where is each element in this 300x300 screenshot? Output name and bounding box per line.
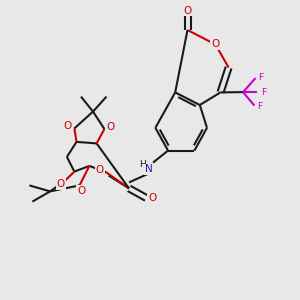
Text: F: F: [257, 102, 262, 111]
Text: F: F: [261, 88, 266, 97]
Text: O: O: [56, 179, 65, 189]
Text: O: O: [148, 193, 157, 203]
Text: O: O: [96, 165, 104, 175]
Text: O: O: [106, 122, 115, 132]
Text: H: H: [139, 160, 146, 169]
Text: O: O: [183, 5, 192, 16]
Text: O: O: [64, 121, 72, 131]
Text: O: O: [211, 39, 220, 50]
Text: N: N: [145, 164, 153, 175]
Text: F: F: [258, 73, 263, 82]
Text: O: O: [77, 186, 85, 196]
